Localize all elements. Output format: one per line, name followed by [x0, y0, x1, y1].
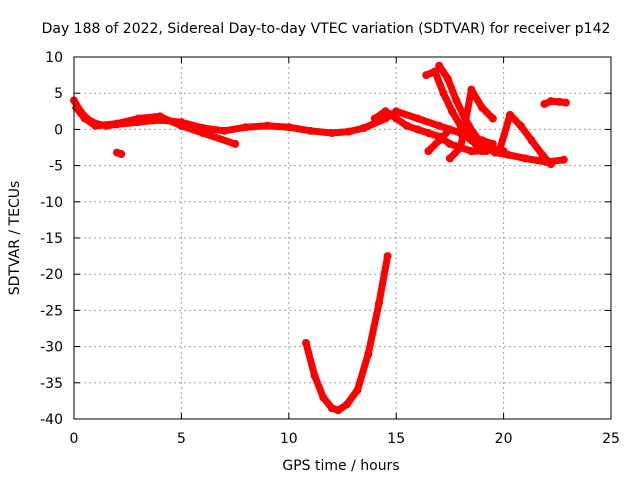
data-point	[134, 114, 143, 123]
data-point	[456, 143, 465, 152]
y-tick-label: -10	[40, 195, 63, 211]
x-tick-label: 15	[387, 431, 405, 447]
y-tick-label: -35	[40, 376, 63, 392]
data-point	[284, 123, 293, 132]
data-point	[467, 85, 476, 94]
data-point	[495, 147, 504, 156]
data-point	[263, 121, 272, 130]
grid	[74, 57, 611, 419]
data-point	[424, 129, 433, 138]
data-point	[344, 127, 353, 136]
data-point	[72, 103, 81, 112]
data-point	[310, 371, 319, 380]
data-point	[306, 126, 315, 135]
data-point	[555, 97, 564, 106]
y-tick-label: -5	[49, 159, 63, 175]
data-point	[364, 349, 373, 358]
data-point	[435, 136, 444, 145]
data-series	[70, 61, 570, 415]
data-point	[452, 96, 461, 105]
data-point	[503, 150, 512, 159]
data-point	[402, 121, 411, 130]
data-point	[327, 129, 336, 138]
data-point	[319, 393, 328, 402]
data-point	[467, 147, 476, 156]
data-point	[112, 119, 121, 128]
data-point	[383, 252, 392, 261]
data-point	[445, 154, 454, 163]
data-point	[198, 129, 207, 138]
data-point	[334, 406, 343, 415]
y-tick-label: -15	[40, 231, 63, 247]
data-point	[301, 338, 310, 347]
data-point	[439, 89, 448, 98]
data-point	[435, 121, 444, 130]
y-tick-label: 10	[45, 50, 63, 66]
y-tick-label: -30	[40, 340, 63, 356]
data-point	[561, 98, 570, 107]
chart-title: Day 188 of 2022, Sidereal Day-to-day VTE…	[42, 21, 611, 37]
data-point	[559, 155, 568, 164]
data-point	[546, 160, 555, 169]
x-tick-label: 0	[70, 431, 79, 447]
y-axis-label: SDTVAR / TECUs	[7, 181, 23, 296]
data-point	[117, 150, 126, 159]
axis-ticks: 0 5 10 15 20 25 10 5 0 -5 -10 -15 -20 -25 -30 -35 -40	[40, 50, 620, 447]
x-tick-label: 5	[177, 431, 186, 447]
data-point	[422, 71, 431, 80]
data-point	[424, 147, 433, 156]
data-point	[375, 299, 384, 308]
data-point	[540, 100, 549, 109]
data-point	[488, 114, 497, 123]
y-tick-label: 0	[54, 122, 63, 138]
data-point	[177, 121, 186, 130]
data-point	[484, 143, 493, 152]
data-point	[538, 150, 547, 159]
x-axis-label: GPS time / hours	[282, 458, 399, 474]
data-point	[435, 61, 444, 70]
data-point	[342, 400, 351, 409]
data-point	[527, 136, 536, 145]
data-point	[392, 114, 401, 123]
data-point	[241, 123, 250, 132]
data-point	[445, 139, 454, 148]
data-point	[521, 154, 530, 163]
data-point	[80, 114, 89, 123]
data-point	[413, 125, 422, 134]
series-satellite-d	[302, 252, 392, 414]
data-point	[231, 139, 240, 148]
data-point	[381, 107, 390, 116]
y-tick-label: -25	[40, 303, 63, 319]
data-point	[516, 121, 525, 130]
data-point	[359, 123, 368, 132]
data-point	[478, 139, 487, 148]
data-point	[155, 112, 164, 121]
data-point	[220, 126, 229, 135]
x-tick-label: 10	[280, 431, 298, 447]
data-point	[327, 404, 336, 413]
data-point	[445, 125, 454, 134]
data-point	[370, 114, 379, 123]
data-point	[353, 386, 362, 395]
data-point	[443, 74, 452, 83]
y-tick-label: -40	[40, 412, 63, 428]
data-point	[478, 103, 487, 112]
x-tick-label: 20	[495, 431, 513, 447]
data-point	[91, 121, 100, 130]
data-point	[506, 110, 515, 119]
x-tick-label: 25	[602, 431, 620, 447]
data-point	[546, 97, 555, 106]
y-tick-label: -20	[40, 267, 63, 283]
y-tick-label: 5	[54, 86, 63, 102]
data-point	[430, 67, 439, 76]
data-point	[413, 114, 422, 123]
data-point	[448, 107, 457, 116]
data-point	[469, 129, 478, 138]
